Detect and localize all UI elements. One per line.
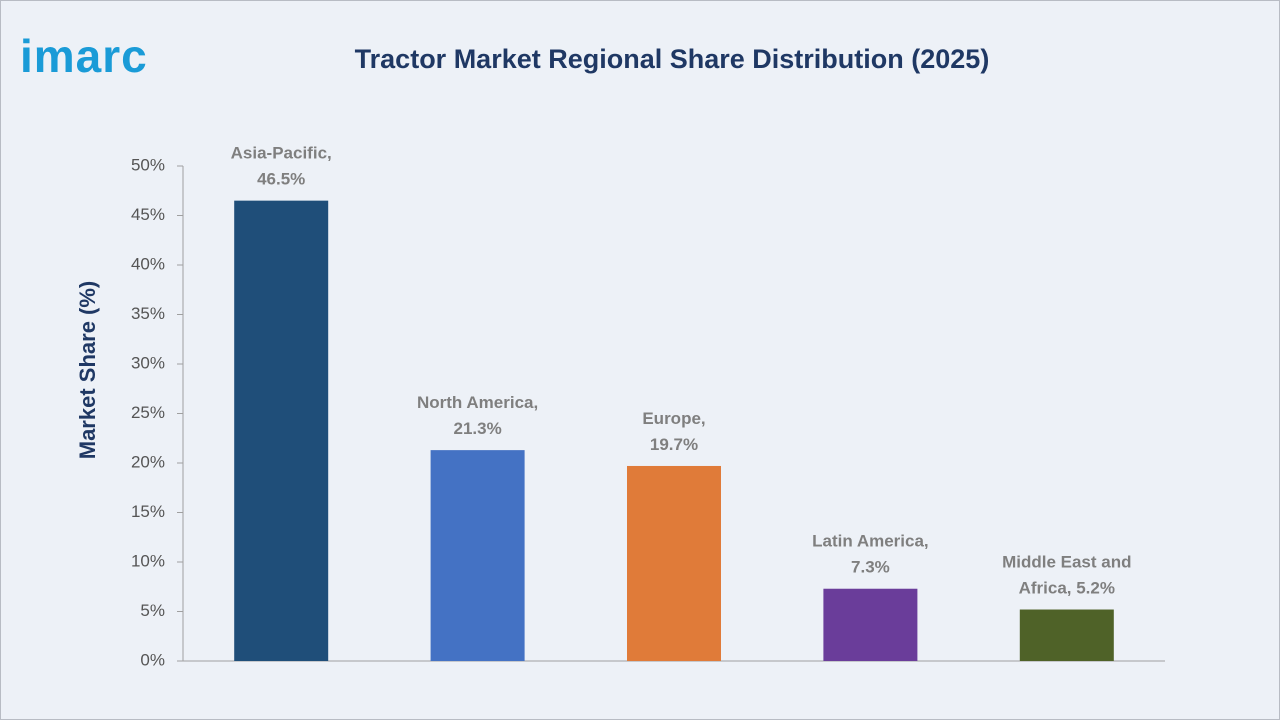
bar: [627, 465, 721, 661]
logo: imarc: [20, 30, 148, 82]
data-label-line: Europe,: [642, 409, 705, 428]
y-tick-label: 35%: [131, 304, 165, 323]
data-label-line: Middle East and: [1002, 553, 1131, 572]
y-tick-label: 50%: [131, 155, 165, 174]
bar: [430, 450, 525, 661]
data-label-line: 46.5%: [257, 170, 305, 189]
data-label: Asia-Pacific, 46.5%: [231, 144, 332, 189]
y-tick-label: 0%: [140, 650, 165, 669]
y-tick-label: 30%: [131, 353, 165, 372]
data-label-line: 7.3%: [851, 558, 890, 577]
bar: [823, 588, 918, 661]
chart-title: Tractor Market Regional Share Distributi…: [355, 44, 990, 74]
y-tick-label: 15%: [131, 502, 165, 521]
y-tick-label: 45%: [131, 205, 165, 224]
data-label-line: Latin America,: [812, 532, 929, 551]
bar: [1019, 609, 1114, 661]
data-label-line: Africa, 5.2%: [1019, 579, 1115, 598]
y-tick-label: 5%: [140, 601, 165, 620]
bar: [234, 200, 329, 661]
data-label: Europe, 19.7%: [642, 409, 705, 454]
data-label-line: North America,: [417, 394, 538, 413]
y-tick-label: 20%: [131, 452, 165, 471]
y-tick-label: 25%: [131, 403, 165, 422]
y-tick-label: 10%: [131, 551, 165, 570]
data-label-line: 21.3%: [453, 420, 501, 439]
y-axis-title: Market Share (%): [75, 281, 100, 460]
data-label-line: 19.7%: [650, 435, 698, 454]
data-label: Latin America, 7.3%: [812, 532, 929, 577]
data-label: North America, 21.3%: [417, 394, 538, 439]
data-label: Middle East and Africa, 5.2%: [1002, 553, 1131, 598]
y-tick-label: 40%: [131, 254, 165, 273]
data-label-line: Asia-Pacific,: [231, 144, 332, 163]
